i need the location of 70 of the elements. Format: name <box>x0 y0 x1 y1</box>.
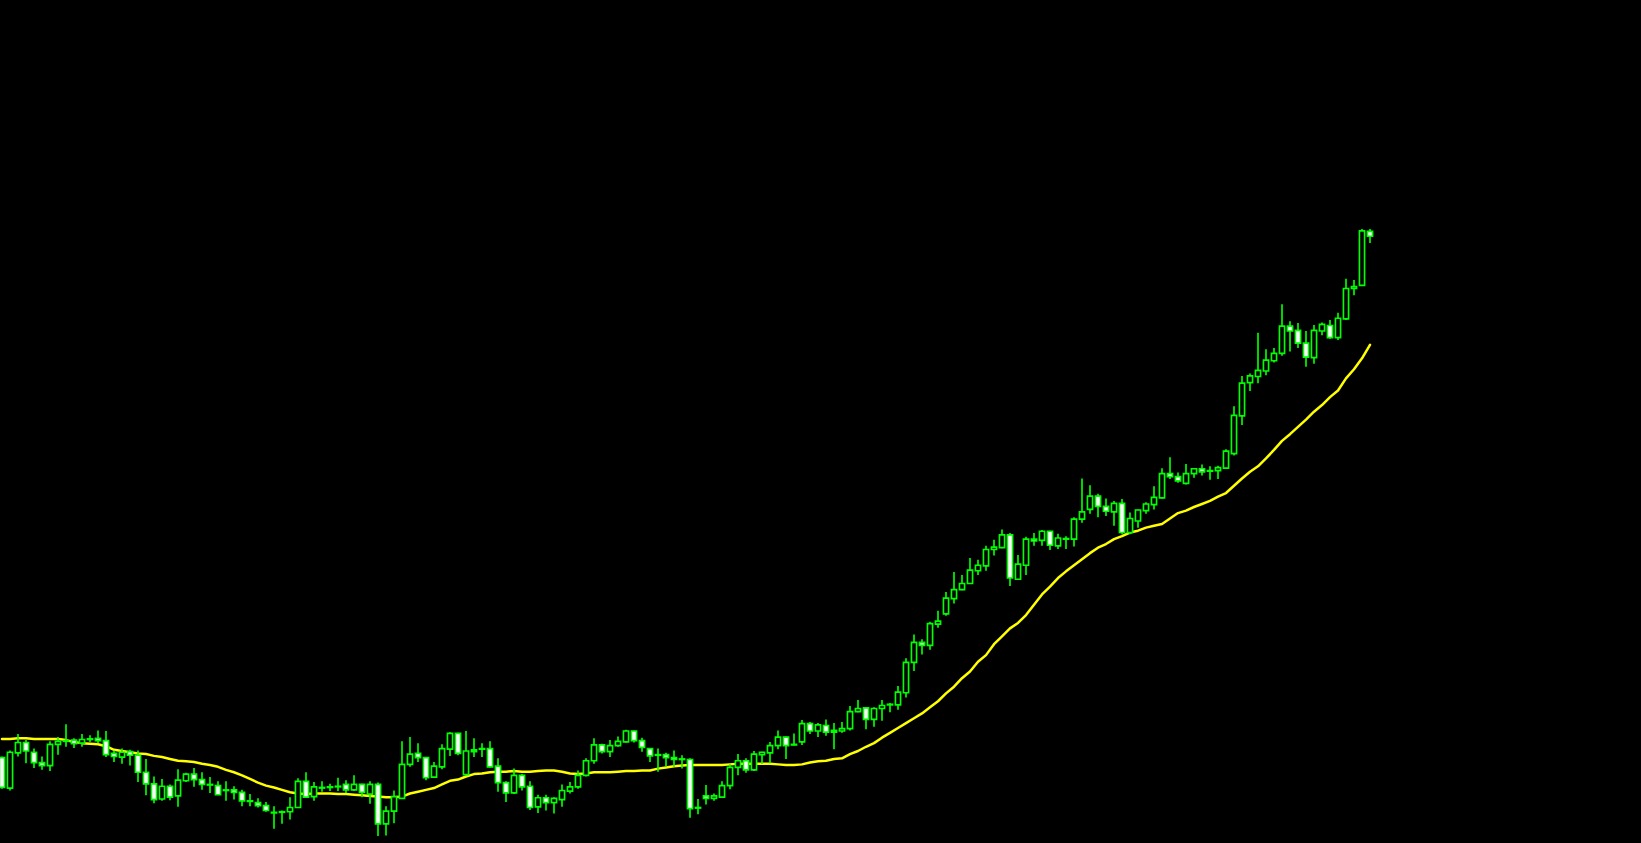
candlestick <box>230 785 238 801</box>
candlestick <box>54 736 62 756</box>
candlestick <box>774 729 782 751</box>
candlestick <box>694 798 702 815</box>
candlestick <box>1062 535 1070 550</box>
candlestick <box>1046 529 1054 551</box>
candlestick <box>510 767 518 795</box>
candlestick <box>1286 320 1294 353</box>
candlestick <box>1014 554 1022 581</box>
candlestick <box>286 796 294 821</box>
candlestick <box>318 780 326 793</box>
candlestick <box>798 719 806 746</box>
candlestick <box>982 545 990 572</box>
candlestick <box>422 756 430 781</box>
candlestick <box>414 742 422 763</box>
candlestick <box>486 740 494 769</box>
candlestick <box>406 736 414 768</box>
candlestick <box>894 685 902 711</box>
candlestick <box>278 809 286 825</box>
candlestick <box>526 780 534 811</box>
candlestick <box>390 789 398 825</box>
candlestick <box>1078 477 1086 524</box>
candlestick <box>1094 492 1102 519</box>
candlestick <box>582 757 590 778</box>
candlestick <box>758 750 766 765</box>
candlestick <box>462 730 470 777</box>
candlestick <box>158 778 166 802</box>
candlestick <box>134 749 142 783</box>
candlestick <box>222 780 230 802</box>
candlestick <box>678 754 686 770</box>
candlestick <box>382 805 390 837</box>
candlestick <box>590 737 598 765</box>
candlestick <box>190 767 198 788</box>
candlestick <box>782 735 790 760</box>
candlestick <box>174 768 182 808</box>
candlestick <box>478 742 486 758</box>
candlestick <box>998 528 1006 550</box>
candlestick <box>990 538 998 557</box>
candlestick <box>494 757 502 793</box>
candlestick <box>1206 465 1214 481</box>
candlestick <box>502 780 510 803</box>
candlestick <box>1110 500 1118 527</box>
candlestick <box>438 743 446 771</box>
candlestick <box>30 747 38 769</box>
candlestick <box>702 784 710 806</box>
candlestick <box>790 732 798 747</box>
candlestick <box>86 734 94 743</box>
candlestick <box>14 733 22 758</box>
candlestick <box>246 793 254 808</box>
candlestick <box>206 776 214 794</box>
candlestick <box>334 776 342 792</box>
candlestick <box>942 591 950 617</box>
candlestick <box>1150 485 1158 511</box>
candlestick <box>966 557 974 585</box>
candlestick <box>1334 311 1342 341</box>
candlestick <box>574 769 582 790</box>
candlestick <box>766 741 774 764</box>
candlestick <box>62 723 70 748</box>
candlestick <box>270 805 278 830</box>
candlestick <box>22 739 30 764</box>
candlestick <box>1070 516 1078 548</box>
candlestick <box>654 747 662 773</box>
candlestick <box>142 758 150 797</box>
candlestick <box>1134 508 1142 529</box>
candlestick <box>1302 330 1310 368</box>
candlestick <box>534 793 542 814</box>
candlestick <box>1222 448 1230 470</box>
candlestick <box>862 706 870 731</box>
candlestick <box>1086 484 1094 515</box>
candlestick <box>1262 348 1270 377</box>
